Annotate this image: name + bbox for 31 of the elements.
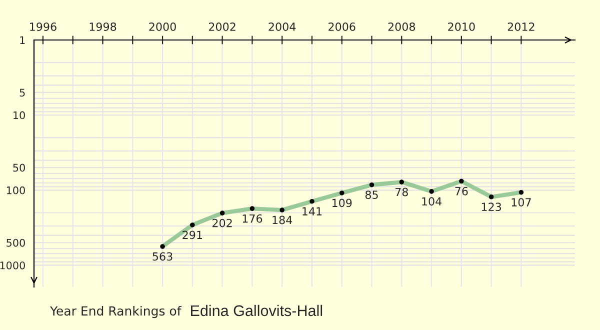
y-tick-label: 500 [6, 238, 25, 247]
x-tick-label: 2008 [388, 22, 416, 31]
data-label: 78 [395, 188, 408, 196]
y-tick-label: 50 [13, 164, 25, 172]
x-tick-label: 2000 [149, 22, 176, 31]
x-tick-label: 2006 [328, 22, 356, 31]
x-tick-label: 2002 [208, 22, 236, 31]
data-label: 104 [422, 197, 442, 206]
y-tick-label: 5 [20, 88, 25, 97]
data-label: 141 [302, 207, 322, 216]
text: Edina Gallovits-Hall [191, 304, 322, 316]
data-label: 109 [332, 198, 352, 208]
data-label: 85 [365, 190, 378, 200]
x-tick-label: 2010 [448, 22, 475, 31]
data-label: 202 [212, 218, 232, 228]
data-label: 123 [482, 202, 502, 212]
y-tick-label: 10 [14, 111, 25, 120]
data-label: 76 [455, 186, 468, 196]
data-label: 176 [242, 214, 262, 223]
x-tick-label: 2004 [268, 22, 296, 31]
data-label: 291 [182, 230, 202, 240]
data-label: 184 [272, 216, 292, 224]
x-tick-label: 1996 [30, 22, 56, 31]
data-label: 107 [512, 198, 531, 207]
text: Year End Rankings of [50, 306, 182, 318]
y-tick-label: 1 [20, 36, 25, 44]
y-tick-label: 1000 [0, 261, 25, 270]
x-tick-label: 2012 [508, 22, 534, 31]
data-label: 563 [152, 252, 172, 261]
y-tick-label: 100 [6, 186, 25, 194]
x-tick-label: 1998 [90, 22, 116, 31]
